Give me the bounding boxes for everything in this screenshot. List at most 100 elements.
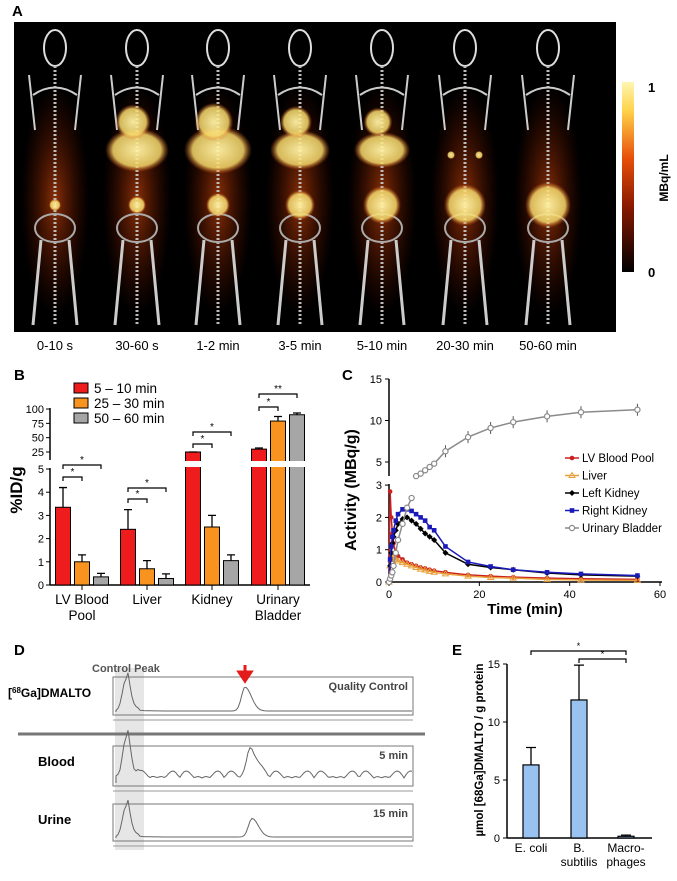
label-pre: Blood	[38, 754, 75, 769]
hindlimbs	[113, 239, 161, 326]
significance-marker: *	[601, 649, 605, 659]
panel-label-b: B	[14, 367, 25, 384]
c-x-tick-label: 40	[564, 589, 576, 601]
e-y-tick-label: 0	[494, 833, 500, 845]
data-point	[422, 518, 428, 523]
e-y-axis-label: µmol [68Ga]DMALTO / g protein	[474, 664, 486, 837]
data-point	[430, 568, 439, 575]
label-sup: 68	[12, 686, 21, 695]
data-point	[387, 557, 393, 562]
significance-bracket	[578, 658, 627, 663]
data-point	[400, 507, 405, 512]
data-point	[391, 528, 396, 533]
data-point	[426, 463, 433, 471]
error-bar	[97, 572, 105, 577]
b-x-tick-label: Pool	[68, 608, 95, 623]
time-label: 30-60 s	[115, 338, 159, 353]
data-point	[389, 569, 396, 576]
sample-label: Urine	[38, 812, 71, 827]
data-point	[425, 567, 434, 574]
sample-label: [68Ga]DMALTO	[8, 686, 91, 700]
data-point	[388, 515, 394, 520]
bar-liver	[139, 568, 155, 586]
time-label: 5-10 min	[357, 338, 408, 353]
data-point	[394, 536, 402, 544]
data-point	[543, 413, 551, 420]
data-point	[418, 515, 423, 520]
legend-label: Liver	[582, 471, 607, 483]
significance-marker: *	[136, 489, 140, 500]
c-y-axis-label: Activity (MBq/g)	[343, 429, 360, 551]
radio-hplc-panel: Control Peak Quality Control [68Ga]DMALTO…	[8, 663, 425, 850]
colorbar-max: 1	[648, 80, 655, 95]
b-x-tick-label: Bladder	[255, 608, 302, 623]
error-bar	[78, 554, 86, 562]
legend-label: 25 – 30 min	[94, 396, 165, 411]
error-bar	[143, 559, 151, 569]
b-y-tick-label: 75	[32, 418, 44, 430]
chromatogram-trace	[115, 672, 412, 712]
series-urinary-bladder	[385, 403, 641, 586]
b-y-tick-label: 3	[38, 510, 44, 522]
data-point	[409, 508, 414, 514]
data-point	[408, 494, 415, 502]
significance-marker: **	[274, 384, 282, 395]
data-point	[464, 572, 472, 579]
c-x-tick-label: 0	[386, 589, 392, 601]
error-bar	[59, 486, 67, 508]
bar-lv-blood-pool	[93, 576, 109, 586]
time-label: 3-5 min	[278, 338, 321, 353]
error-bar	[574, 664, 584, 700]
hindlimbs	[441, 239, 489, 326]
data-point	[398, 558, 407, 566]
pelvis	[34, 213, 76, 243]
panel-label-c: C	[342, 367, 353, 384]
bar-liver	[158, 578, 174, 586]
error-bar	[208, 514, 216, 527]
data-point	[390, 534, 395, 540]
legend-label: Right Kidney	[582, 506, 647, 518]
data-point	[403, 504, 411, 511]
data-point	[408, 517, 415, 524]
liver-uptake	[270, 130, 330, 170]
bar-b-subtilis	[570, 699, 588, 839]
chromatogram-tag: 15 min	[373, 808, 408, 820]
data-point	[387, 489, 393, 494]
c-y-tick-label: 10	[370, 416, 382, 428]
significance-marker: *	[210, 422, 214, 433]
c-x-axis-label: Time (min)	[487, 601, 563, 618]
significance-bracket	[62, 476, 83, 481]
data-point	[422, 530, 429, 537]
data-point	[421, 467, 429, 474]
data-point	[464, 433, 472, 441]
hindlimbs	[194, 239, 242, 326]
data-point	[487, 424, 494, 432]
mouse-image	[184, 29, 252, 326]
c-y-tick-label: 0	[376, 577, 382, 589]
time-label: 1-2 min	[196, 338, 239, 353]
data-point	[509, 574, 518, 581]
data-point	[578, 571, 584, 577]
significance-bracket	[62, 464, 102, 469]
e-x-tick-label: phages	[606, 855, 645, 869]
c-x-tick-label: 60	[654, 589, 666, 601]
b-y-tick-label: 2	[38, 534, 44, 546]
chromatogram-1: 5 min Blood	[38, 730, 414, 792]
time-label: 0-10 s	[37, 338, 74, 353]
legend-marker	[568, 471, 576, 478]
liver-uptake	[105, 128, 169, 172]
panel-label-a: A	[12, 3, 23, 20]
kidney-uptake	[447, 151, 455, 159]
mouse-image	[431, 29, 499, 326]
heart-uptake	[194, 102, 234, 142]
colorbar	[622, 82, 634, 272]
bar-lv-blood-pool	[74, 561, 90, 586]
bladder-uptake	[128, 196, 146, 214]
significance-bracket	[530, 650, 627, 655]
liver-uptake	[354, 132, 410, 168]
hindlimbs	[31, 239, 79, 326]
data-point	[395, 511, 401, 517]
data-point	[543, 575, 551, 582]
c-y-tick-label: 15	[370, 374, 382, 386]
forelimbs	[28, 74, 82, 131]
